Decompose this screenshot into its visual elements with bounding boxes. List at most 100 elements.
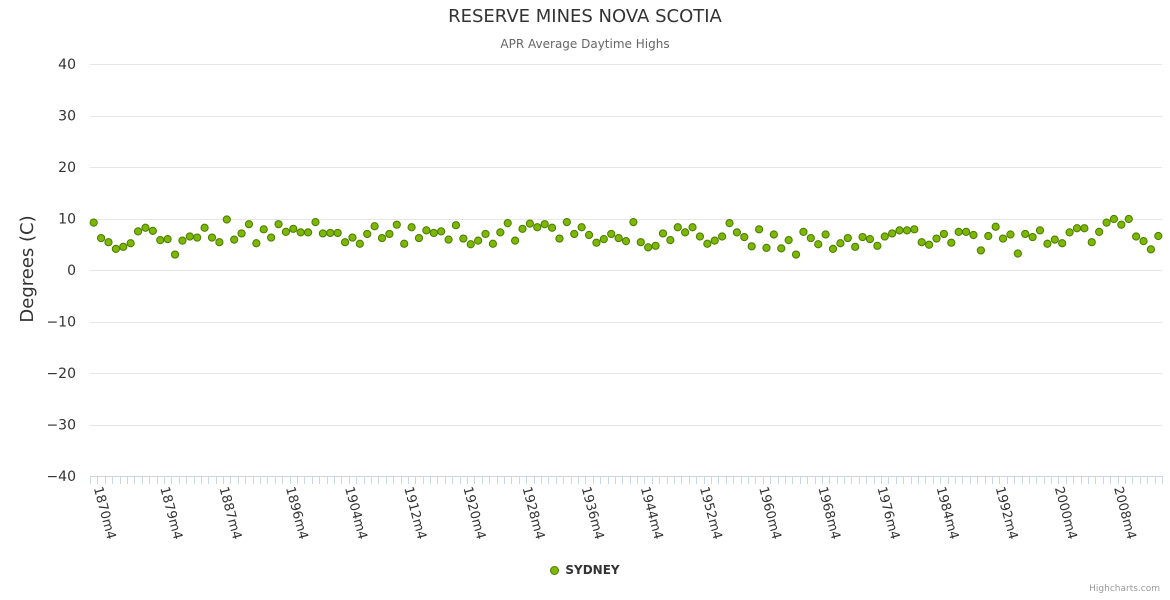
data-point[interactable] [547, 223, 557, 232]
data-point[interactable] [954, 227, 963, 236]
data-point[interactable] [1109, 214, 1119, 224]
data-point[interactable] [873, 241, 882, 250]
data-point[interactable] [1080, 224, 1089, 233]
data-point[interactable] [836, 239, 845, 248]
data-point[interactable] [407, 223, 416, 232]
data-point[interactable] [718, 232, 727, 241]
data-point[interactable] [518, 224, 527, 233]
data-point[interactable] [725, 219, 734, 228]
data-point[interactable] [355, 239, 364, 248]
data-point[interactable] [296, 228, 305, 237]
data-point[interactable] [1146, 245, 1156, 254]
data-point[interactable] [799, 227, 808, 236]
data-point[interactable] [1139, 237, 1148, 246]
data-point[interactable] [1028, 232, 1037, 242]
data-point[interactable] [629, 218, 638, 227]
data-point[interactable] [289, 224, 298, 233]
data-point[interactable] [185, 232, 194, 241]
data-point[interactable] [658, 229, 668, 238]
series-sydney-points[interactable] [89, 214, 1163, 259]
credits-link[interactable]: Highcharts.com [1089, 584, 1160, 594]
data-point[interactable] [636, 238, 645, 247]
data-point[interactable] [703, 239, 712, 248]
legend-item-sydney[interactable]: SYDNEY [550, 563, 620, 577]
data-point[interactable] [363, 229, 372, 239]
data-point[interactable] [740, 232, 749, 242]
data-point[interactable] [984, 231, 993, 241]
data-point[interactable] [821, 230, 830, 239]
data-point[interactable] [170, 250, 180, 259]
data-point[interactable] [148, 226, 157, 235]
data-point[interactable] [695, 232, 705, 241]
data-point[interactable] [141, 223, 150, 232]
data-point[interactable] [1154, 231, 1163, 241]
data-point[interactable] [688, 223, 697, 232]
data-point[interactable] [437, 227, 446, 236]
data-point[interactable] [156, 236, 165, 245]
data-point[interactable] [303, 228, 313, 237]
data-point[interactable] [621, 237, 631, 246]
data-point[interactable] [851, 242, 860, 251]
data-point[interactable] [666, 236, 675, 245]
data-point[interactable] [747, 242, 756, 251]
data-point[interactable] [843, 233, 852, 243]
data-point[interactable] [193, 233, 202, 242]
data-point[interactable] [267, 233, 276, 242]
data-point[interactable] [488, 239, 498, 248]
data-point[interactable] [89, 218, 98, 227]
data-point[interactable] [614, 233, 623, 243]
data-point[interactable] [762, 243, 771, 252]
data-point[interactable] [252, 239, 261, 248]
data-point[interactable] [444, 235, 453, 244]
data-point[interactable] [1006, 230, 1015, 239]
data-point[interactable] [340, 238, 350, 247]
data-point[interactable] [806, 233, 815, 243]
data-point[interactable] [451, 221, 461, 230]
data-point[interactable] [422, 226, 431, 235]
data-point[interactable] [348, 233, 357, 242]
data-point[interactable] [880, 232, 889, 241]
data-point[interactable] [466, 240, 475, 249]
data-point[interactable] [1095, 227, 1104, 236]
data-point[interactable] [1072, 224, 1082, 233]
data-point[interactable] [1058, 239, 1067, 248]
data-point[interactable] [673, 223, 682, 232]
data-point[interactable] [326, 228, 335, 238]
data-point[interactable] [207, 233, 217, 242]
data-point[interactable] [777, 244, 786, 253]
data-point[interactable] [651, 241, 660, 250]
data-point[interactable] [281, 227, 291, 236]
data-point[interactable] [814, 240, 823, 249]
data-point[interactable] [998, 234, 1008, 243]
data-point[interactable] [681, 228, 690, 237]
data-point[interactable] [947, 238, 956, 247]
data-point[interactable] [200, 223, 209, 232]
data-point[interactable] [511, 236, 520, 245]
data-point[interactable] [259, 225, 268, 234]
data-point[interactable] [991, 222, 1000, 231]
data-point[interactable] [1043, 239, 1052, 248]
data-point[interactable] [917, 238, 926, 247]
data-point[interactable] [570, 229, 579, 239]
data-point[interactable] [828, 244, 838, 253]
data-point[interactable] [126, 239, 135, 248]
data-point[interactable] [555, 234, 564, 243]
data-point[interactable] [133, 227, 143, 236]
data-point[interactable] [562, 218, 571, 227]
data-point[interactable] [1050, 235, 1059, 244]
data-point[interactable] [274, 220, 283, 229]
data-point[interactable] [163, 235, 172, 244]
data-point[interactable] [244, 220, 254, 229]
data-point[interactable] [584, 230, 594, 240]
data-point[interactable] [318, 229, 327, 238]
data-point[interactable] [119, 242, 128, 251]
data-point[interactable] [865, 235, 875, 244]
data-point[interactable] [791, 250, 801, 259]
data-point[interactable] [178, 236, 187, 245]
data-point[interactable] [644, 243, 653, 252]
data-point[interactable] [474, 236, 483, 245]
data-point[interactable] [888, 229, 897, 238]
data-point[interactable] [1117, 220, 1126, 229]
data-point[interactable] [961, 227, 971, 236]
data-point[interactable] [1065, 228, 1074, 237]
